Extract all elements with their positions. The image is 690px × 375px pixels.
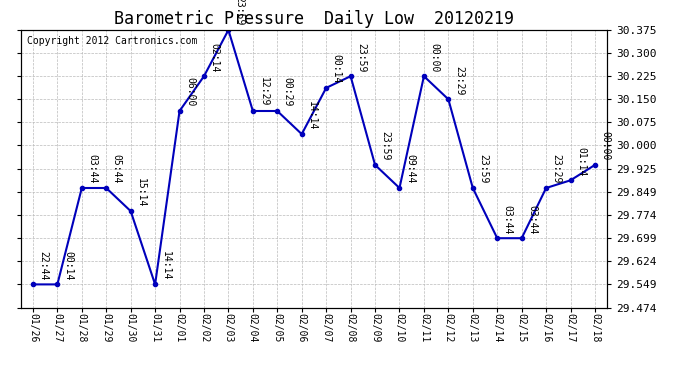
Text: 00:00: 00:00 [600,131,611,161]
Text: 00:14: 00:14 [332,54,342,84]
Text: 09:44: 09:44 [405,154,415,184]
Text: 02:14: 02:14 [210,43,219,72]
Text: Copyright 2012 Cartronics.com: Copyright 2012 Cartronics.com [26,36,197,45]
Text: 03:44: 03:44 [88,154,97,184]
Text: 23:59: 23:59 [381,131,391,161]
Text: 00:14: 00:14 [63,251,73,280]
Text: 23:59: 23:59 [234,0,244,26]
Text: 23:59: 23:59 [356,43,366,72]
Text: 05:44: 05:44 [112,154,122,184]
Text: 06:00: 06:00 [185,78,195,107]
Text: 03:44: 03:44 [503,205,513,234]
Text: 00:00: 00:00 [429,43,440,72]
Text: 14:14: 14:14 [161,251,170,280]
Text: 22:44: 22:44 [39,251,48,280]
Text: 23:29: 23:29 [454,66,464,95]
Text: 01:14: 01:14 [576,147,586,176]
Text: 00:29: 00:29 [283,78,293,107]
Text: 03:44: 03:44 [527,205,538,234]
Text: 23:59: 23:59 [478,154,489,184]
Text: 15:14: 15:14 [136,177,146,207]
Text: 14:14: 14:14 [307,100,317,130]
Title: Barometric Pressure  Daily Low  20120219: Barometric Pressure Daily Low 20120219 [114,10,514,28]
Text: 12:29: 12:29 [259,78,268,107]
Text: 23:29: 23:29 [552,154,562,184]
